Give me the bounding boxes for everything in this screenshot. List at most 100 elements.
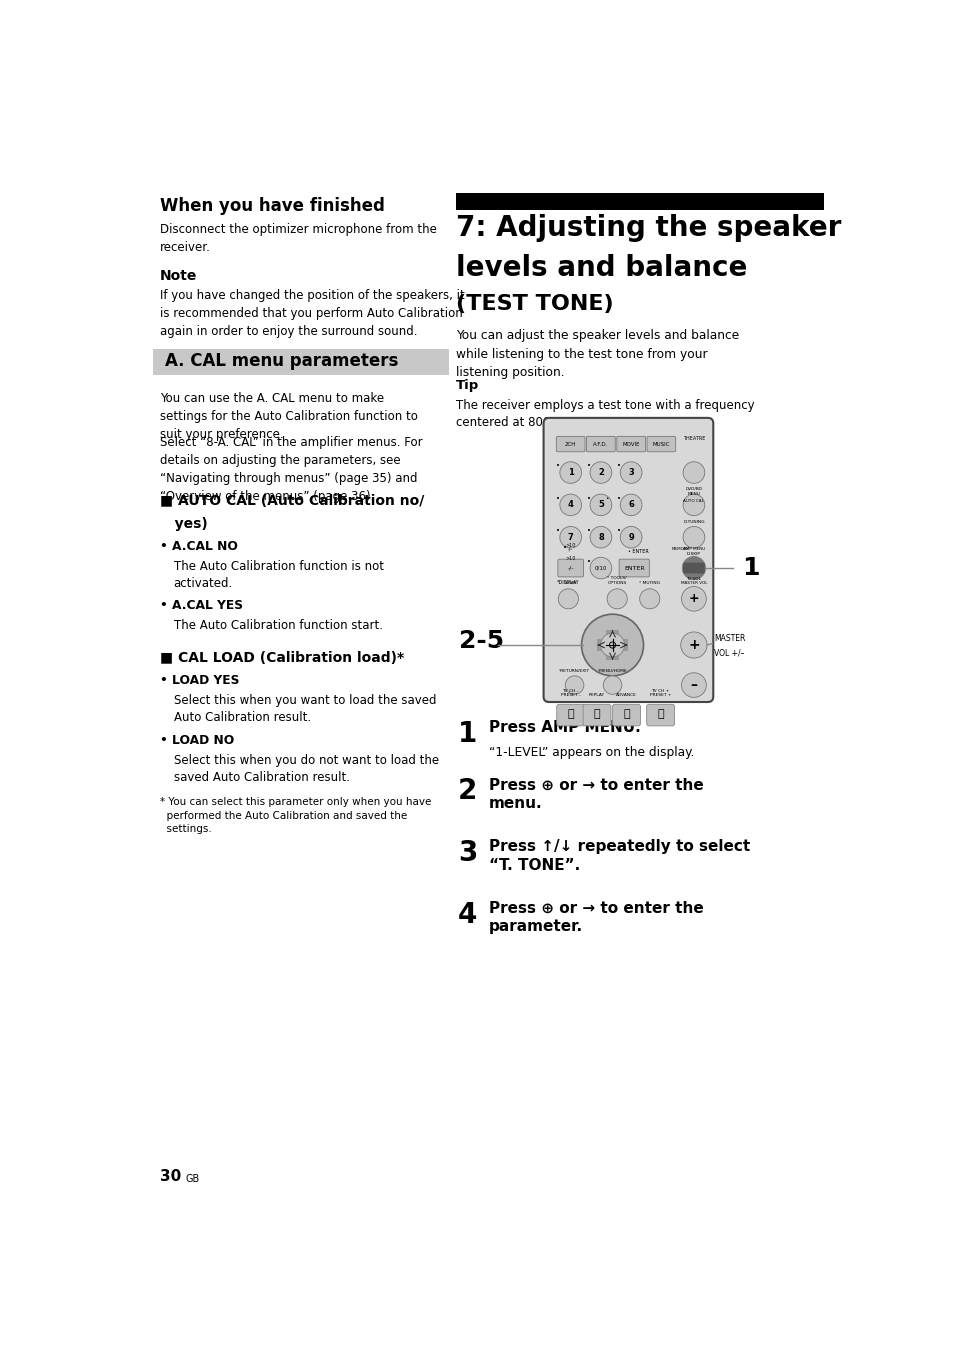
Circle shape (565, 676, 583, 695)
Text: 2-5: 2-5 (459, 629, 504, 653)
Text: 9: 9 (628, 533, 634, 542)
Circle shape (590, 526, 611, 548)
Text: Note: Note (159, 269, 196, 284)
Text: VOL +/–: VOL +/– (713, 648, 743, 657)
Text: Select this when you do not want to load the
saved Auto Calibration result.: Select this when you do not want to load… (173, 754, 438, 784)
Text: 0/10: 0/10 (594, 565, 606, 571)
Text: •: • (616, 496, 620, 502)
Text: 2CH: 2CH (564, 442, 576, 446)
Text: * MUTING: * MUTING (639, 581, 659, 585)
Text: MUSIC: MUSIC (652, 442, 669, 446)
Text: TV VOL
MASTER VOL: TV VOL MASTER VOL (679, 577, 706, 585)
Text: •: • (562, 545, 567, 552)
Text: Press ↑/↓ repeatedly to select
“T. TONE”.: Press ↑/↓ repeatedly to select “T. TONE”… (488, 840, 749, 872)
Text: ■ AUTO CAL (Auto Calibration no/: ■ AUTO CAL (Auto Calibration no/ (159, 493, 423, 508)
Circle shape (590, 557, 611, 579)
Text: * You can select this parameter only when you have
  performed the Auto Calibrat: * You can select this parameter only whe… (159, 798, 431, 834)
Text: >10: >10 (565, 556, 576, 561)
Circle shape (559, 493, 581, 515)
FancyBboxPatch shape (646, 437, 675, 452)
FancyBboxPatch shape (646, 704, 674, 726)
Text: Disconnect the optimizer microphone from the
receiver.: Disconnect the optimizer microphone from… (159, 223, 436, 254)
Text: 4: 4 (567, 500, 573, 510)
Text: ENTER: ENTER (623, 565, 644, 571)
Text: •: • (604, 496, 607, 502)
Circle shape (602, 676, 621, 695)
Text: Press ⊕ or → to enter the
menu.: Press ⊕ or → to enter the menu. (488, 777, 703, 811)
Circle shape (682, 493, 704, 515)
Text: 7: 7 (567, 533, 573, 542)
Text: AUTO CAL: AUTO CAL (682, 499, 703, 503)
Text: •: • (556, 529, 559, 534)
Text: ■ CAL LOAD (Calibration load)*: ■ CAL LOAD (Calibration load)* (159, 652, 403, 665)
Bar (153, 349, 448, 375)
Circle shape (680, 587, 705, 611)
Text: • ENTER: • ENTER (627, 549, 648, 554)
Text: (TEST TONE): (TEST TONE) (456, 293, 614, 314)
FancyBboxPatch shape (586, 437, 615, 452)
Text: You can adjust the speaker levels and balance
while listening to the test tone f: You can adjust the speaker levels and ba… (456, 330, 739, 380)
Text: +: + (687, 638, 699, 652)
Text: 30: 30 (159, 1169, 181, 1184)
FancyBboxPatch shape (582, 704, 610, 726)
Text: Tip: Tip (456, 379, 479, 392)
Text: 1: 1 (741, 556, 759, 580)
Text: •: • (586, 558, 590, 565)
FancyBboxPatch shape (618, 560, 649, 577)
Text: >10: >10 (565, 544, 576, 548)
FancyBboxPatch shape (558, 560, 583, 577)
FancyBboxPatch shape (543, 418, 713, 702)
Text: 8: 8 (598, 533, 603, 542)
Text: Select “8-A. CAL” in the amplifier menus. For
details on adjusting the parameter: Select “8-A. CAL” in the amplifier menus… (159, 437, 422, 503)
Circle shape (599, 633, 624, 657)
Text: THEATRE: THEATRE (682, 435, 704, 441)
Text: 4: 4 (457, 900, 476, 929)
Text: • A.CAL NO: • A.CAL NO (159, 541, 237, 553)
Text: -/-: -/- (567, 565, 574, 571)
Text: When you have finished: When you have finished (159, 197, 384, 215)
Text: 1: 1 (567, 468, 573, 477)
Circle shape (619, 526, 641, 548)
Text: 1: 1 (457, 719, 476, 748)
Text: •: • (586, 496, 590, 502)
Text: REPLAY: REPLAY (588, 694, 604, 698)
Text: –: – (690, 679, 697, 692)
Text: ⏪: ⏪ (593, 710, 599, 719)
Text: *MENU/HOME: *MENU/HOME (597, 669, 627, 673)
Text: If you have changed the position of the speakers, it
is recommended that you per: If you have changed the position of the … (159, 289, 464, 338)
Circle shape (590, 462, 611, 483)
FancyBboxPatch shape (617, 437, 645, 452)
Text: TV CH +
PRESET +: TV CH + PRESET + (649, 690, 671, 698)
Text: +: + (688, 592, 699, 606)
Bar (606, 630, 618, 660)
Text: TV CH –
PRESET –: TV CH – PRESET – (560, 690, 580, 698)
Text: The Auto Calibration function is not
activated.: The Auto Calibration function is not act… (173, 560, 383, 591)
Bar (456, 193, 822, 210)
Text: ⏮: ⏮ (567, 710, 574, 719)
Circle shape (680, 673, 705, 698)
Circle shape (581, 614, 643, 676)
Text: Press ⊕ or → to enter the
parameter.: Press ⊕ or → to enter the parameter. (488, 900, 703, 934)
Text: D.SKIP: D.SKIP (686, 552, 700, 556)
Circle shape (682, 526, 704, 548)
Circle shape (606, 589, 627, 608)
Circle shape (682, 462, 704, 483)
Circle shape (681, 557, 705, 580)
Text: 5: 5 (598, 500, 603, 510)
Circle shape (619, 493, 641, 515)
Text: • LOAD YES: • LOAD YES (159, 675, 238, 687)
Text: MOVIE: MOVIE (621, 442, 639, 446)
Text: DVD/BD
MENU: DVD/BD MENU (684, 487, 701, 496)
Text: *DISPLAY: *DISPLAY (557, 580, 579, 585)
Circle shape (619, 462, 641, 483)
Text: Press AMP MENU.: Press AMP MENU. (488, 719, 640, 734)
Text: 3: 3 (628, 468, 634, 477)
Text: -/-: -/- (568, 546, 573, 552)
FancyBboxPatch shape (612, 704, 639, 726)
Circle shape (590, 493, 611, 515)
Text: ⏩: ⏩ (622, 710, 629, 719)
Text: You can use the A. CAL menu to make
settings for the Auto Calibration function t: You can use the A. CAL menu to make sett… (159, 392, 417, 441)
Circle shape (680, 631, 706, 658)
Text: levels and balance: levels and balance (456, 254, 747, 281)
Text: CLEAR: CLEAR (563, 581, 577, 585)
